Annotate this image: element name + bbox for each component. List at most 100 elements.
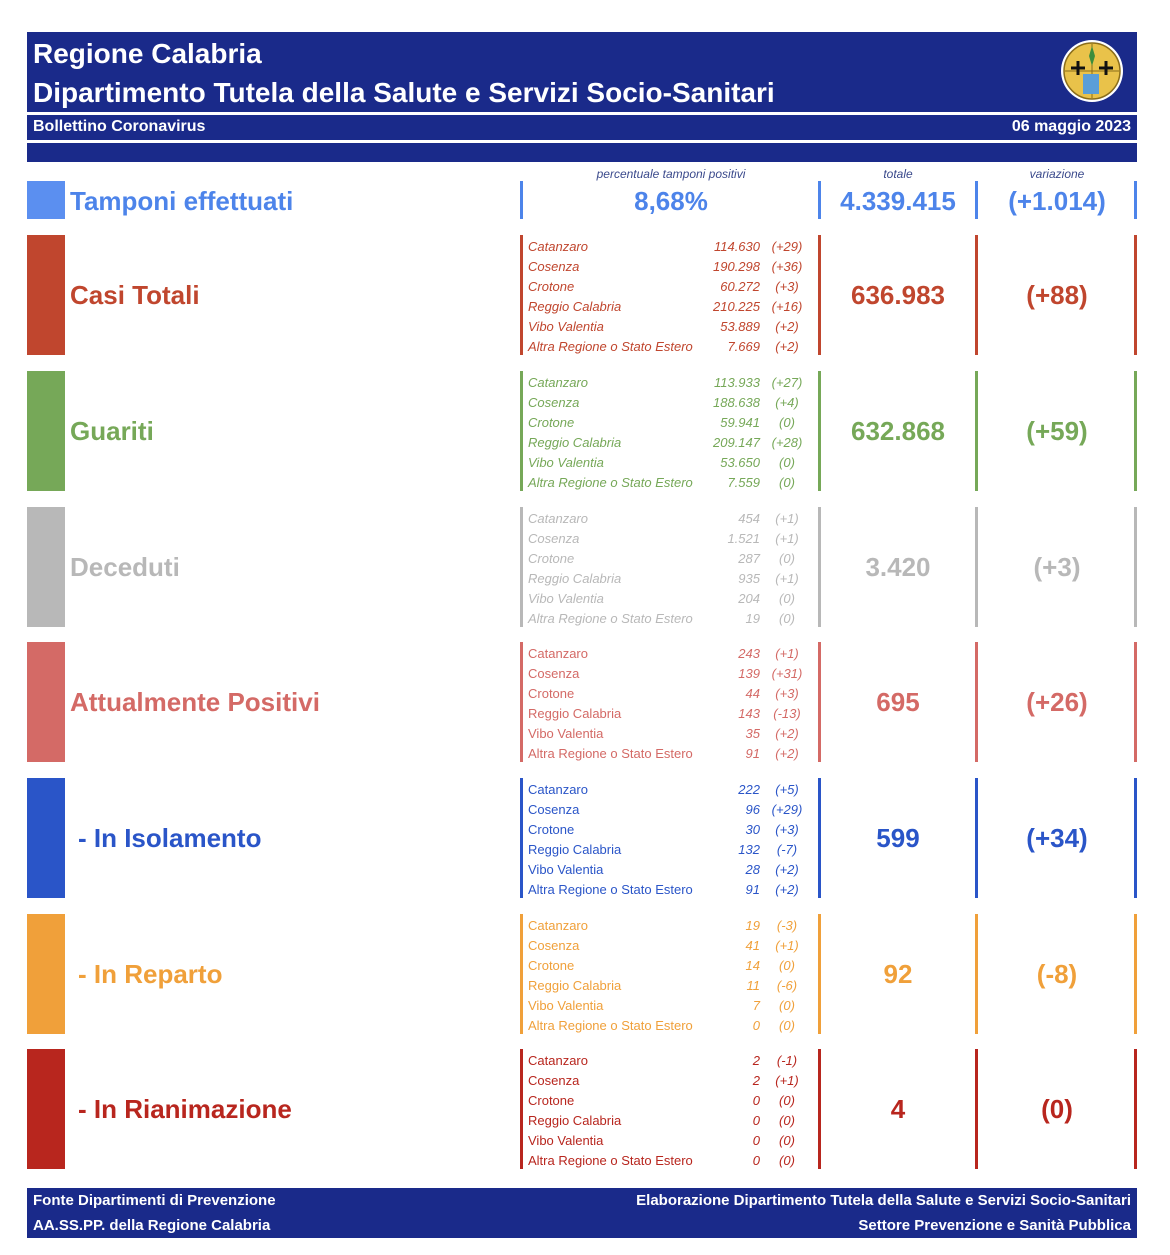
province-name: Reggio Calabria: [528, 299, 622, 314]
province-delta: (0): [779, 1133, 795, 1148]
province-name: Cosenza: [528, 395, 580, 410]
footer-source: Fonte Dipartimenti di Prevenzione: [33, 1192, 276, 1209]
category-total: 3.420: [865, 552, 931, 582]
category-label: - In Isolamento: [78, 823, 262, 853]
province-delta: (0): [779, 958, 795, 973]
province-delta: (+29): [771, 802, 803, 817]
province-delta: (+1): [775, 531, 799, 546]
province-row: Catanzaro 113.933 (+27): [528, 373, 812, 393]
province-value: 59.941: [720, 415, 760, 430]
province-value: 28: [745, 862, 760, 877]
category-swatch: [27, 914, 65, 1034]
province-row: Vibo Valentia 0 (0): [528, 1131, 812, 1151]
province-value: 243: [738, 646, 760, 661]
province-delta: (+36): [771, 259, 803, 274]
province-value: 19: [745, 611, 760, 626]
category-total: 695: [876, 687, 920, 717]
province-list: Catanzaro 454 (+1) Cosenza 1.521 (+1) Crotone 2…: [528, 509, 812, 629]
province-delta: (0): [779, 998, 795, 1013]
province-delta: (+2): [775, 726, 799, 741]
category-divider: [520, 642, 523, 762]
province-name: Vibo Valentia: [528, 1133, 604, 1148]
province-row: Vibo Valentia 53.650 (0): [528, 453, 812, 473]
province-row: Cosenza 1.521 (+1): [528, 529, 812, 549]
province-delta: (+3): [775, 822, 799, 837]
province-row: Catanzaro 114.630 (+29): [528, 237, 812, 257]
province-row: Catanzaro 454 (+1): [528, 509, 812, 529]
category-block: Attualmente Positivi Catanzaro 243 (+1) Cose…: [0, 642, 1170, 764]
province-value: 91: [745, 882, 760, 897]
province-name: Catanzaro: [528, 1053, 588, 1068]
province-name: Crotone: [528, 822, 575, 837]
province-delta: (+28): [771, 435, 803, 450]
province-value: 44: [745, 686, 760, 701]
province-row: Crotone 60.272 (+3): [528, 277, 812, 297]
province-delta: (+4): [775, 395, 799, 410]
footer-sector: Settore Prevenzione e Sanità Pubblica: [858, 1217, 1131, 1234]
province-row: Crotone 14 (0): [528, 956, 812, 976]
category-variation: (+3): [1033, 552, 1081, 582]
province-value: 0: [752, 1133, 760, 1148]
province-name: Reggio Calabria: [528, 706, 622, 721]
province-row: Reggio Calabria 209.147 (+28): [528, 433, 812, 453]
category-divider: [520, 507, 523, 627]
province-delta: (0): [779, 1093, 795, 1108]
category-swatch: [27, 507, 65, 627]
province-row: Altra Regione o Stato Estero 19 (0): [528, 609, 812, 629]
header-divider-bottom: [27, 140, 1137, 143]
province-delta: (0): [779, 1018, 795, 1033]
province-list: Catanzaro 114.630 (+29) Cosenza 190.298 (+36)…: [528, 237, 812, 357]
province-delta: (-6): [776, 978, 798, 993]
province-value: 7.669: [727, 339, 760, 354]
category-divider: [975, 1049, 978, 1169]
province-name: Vibo Valentia: [528, 591, 604, 606]
category-divider: [818, 507, 821, 627]
category-label: Casi Totali: [70, 280, 200, 310]
province-name: Cosenza: [528, 802, 580, 817]
province-delta: (0): [779, 1113, 795, 1128]
province-row: Vibo Valentia 53.889 (+2): [528, 317, 812, 337]
province-row: Reggio Calabria 143 (-13): [528, 704, 812, 724]
category-label: Attualmente Positivi: [70, 687, 320, 717]
province-value: 14: [745, 958, 760, 973]
province-delta: (-1): [776, 1053, 798, 1068]
province-value: 143: [738, 706, 760, 721]
bulletin-date: 06 maggio 2023: [1011, 118, 1131, 135]
category-label: - In Rianimazione: [78, 1094, 292, 1124]
tamponi-divider: [1134, 181, 1137, 219]
province-name: Altra Regione o Stato Estero: [528, 746, 693, 761]
category-divider: [1134, 235, 1137, 355]
province-value: 114.630: [713, 239, 760, 254]
province-value: 53.889: [720, 319, 760, 334]
province-list: Catanzaro 222 (+5) Cosenza 96 (+29) Crotone 30 (…: [528, 780, 812, 900]
province-name: Catanzaro: [528, 375, 588, 390]
province-row: Reggio Calabria 0 (0): [528, 1111, 812, 1131]
category-variation: (0): [1041, 1094, 1073, 1124]
province-name: Vibo Valentia: [528, 998, 604, 1013]
province-value: 0: [752, 1153, 760, 1168]
province-value: 41: [745, 938, 760, 953]
province-value: 19: [745, 918, 760, 933]
category-variation: (+34): [1026, 823, 1088, 853]
category-label: - In Reparto: [78, 959, 223, 989]
province-delta: (+5): [775, 782, 799, 797]
category-swatch: [27, 1049, 65, 1169]
province-row: Cosenza 188.638 (+4): [528, 393, 812, 413]
footer-source-detail: AA.SS.PP. della Regione Calabria: [33, 1217, 271, 1234]
province-row: Altra Regione o Stato Estero 0 (0): [528, 1016, 812, 1036]
province-delta: (+1): [775, 938, 799, 953]
category-divider: [818, 1049, 821, 1169]
province-delta: (+2): [775, 746, 799, 761]
category-divider: [818, 914, 821, 1034]
pct-column-header: percentuale tamponi positivi: [596, 167, 746, 181]
department-title: Dipartimento Tutela della Salute e Servi…: [33, 77, 775, 108]
province-delta: (0): [779, 415, 795, 430]
category-block: Casi Totali Catanzaro 114.630 (+29) Cosenza 1…: [0, 235, 1170, 357]
province-list: Catanzaro 19 (-3) Cosenza 41 (+1) Crotone 14 (0)…: [528, 916, 812, 1036]
province-row: Crotone 30 (+3): [528, 820, 812, 840]
category-divider: [1134, 1049, 1137, 1169]
province-value: 96: [745, 802, 760, 817]
tamponi-divider: [975, 181, 978, 219]
province-value: 210.225: [713, 299, 760, 314]
province-row: Catanzaro 19 (-3): [528, 916, 812, 936]
